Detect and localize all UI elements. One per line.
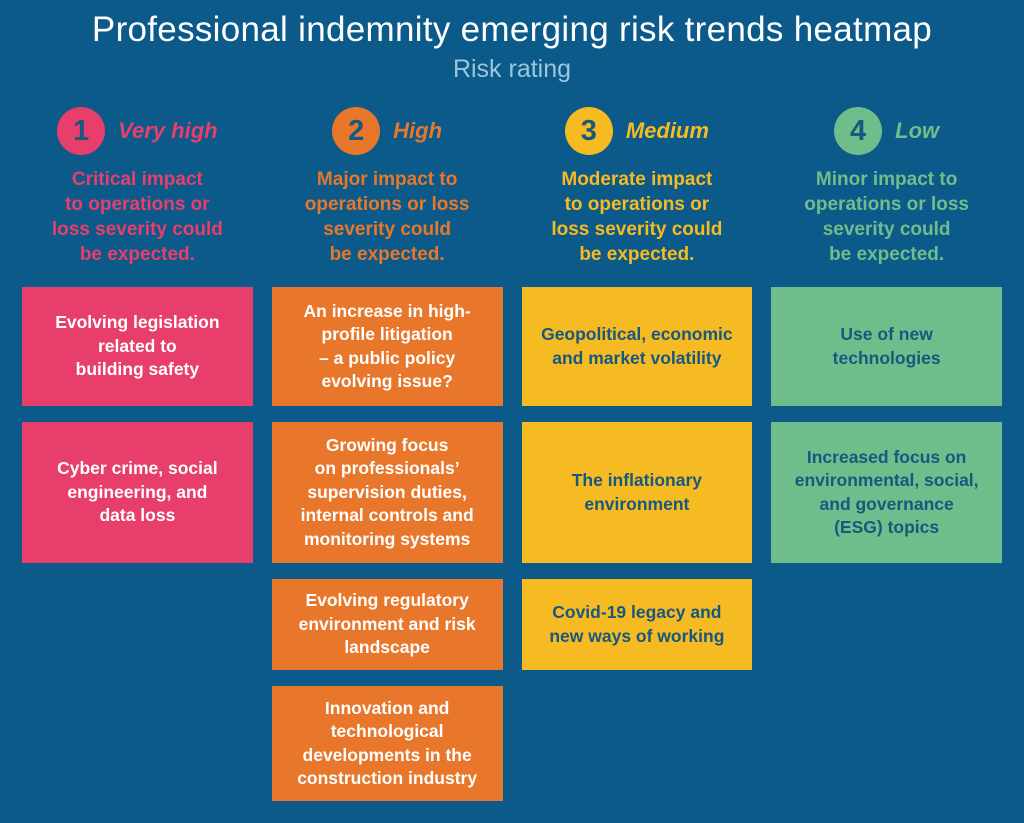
cell-regulatory-environment: Evolving regulatory environment and risk… bbox=[271, 579, 503, 670]
cell-covid-legacy: Covid-19 legacy and new ways of working bbox=[521, 579, 753, 670]
rating-1-badge: 1 bbox=[57, 107, 106, 155]
rating-very-high: 1 Very high Critical impact to operation… bbox=[22, 106, 253, 267]
cell-new-technologies: Use of new technologies bbox=[771, 287, 1002, 406]
rating-1-label: Very high bbox=[118, 118, 218, 143]
rating-2-badge: 2 bbox=[332, 107, 381, 155]
rating-very-high-header: 1 Very high bbox=[22, 106, 253, 156]
rating-3-badge: 3 bbox=[564, 107, 613, 155]
cell-geopolitical-volatility: Geopolitical, economic and market volati… bbox=[521, 287, 753, 406]
risk-rating-legend: 1 Very high Critical impact to operation… bbox=[0, 106, 1024, 267]
page-title: Professional indemnity emerging risk tre… bbox=[91, 10, 933, 49]
rating-2-description: Major impact to operations or loss sever… bbox=[304, 169, 470, 265]
cell-inflationary-environment: The inflationary environment bbox=[521, 422, 753, 563]
rating-4-description: Minor impact to operations or loss sever… bbox=[804, 169, 969, 265]
rating-3-label: Medium bbox=[625, 118, 709, 143]
rating-4-badge: 4 bbox=[834, 107, 883, 155]
rating-2-label: High bbox=[393, 118, 443, 143]
rating-medium: 3 Medium Moderate impact to operations o… bbox=[522, 106, 753, 267]
rating-4-label: Low bbox=[895, 118, 940, 143]
cell-supervision-duties: Growing focus on professionals’ supervis… bbox=[271, 422, 503, 563]
rating-high-header: 2 High bbox=[272, 106, 503, 156]
rating-low: 4 Low Minor impact to operations or loss… bbox=[771, 106, 1002, 267]
rating-medium-header: 3 Medium bbox=[522, 106, 753, 156]
rating-1-description: Critical impact to operations or loss se… bbox=[51, 169, 223, 265]
cell-innovation-construction: Innovation and technological development… bbox=[271, 686, 503, 801]
rating-low-header: 4 Low bbox=[771, 106, 1002, 156]
rating-3-description: Moderate impact to operations or loss se… bbox=[551, 169, 723, 265]
rating-high: 2 High Major impact to operations or los… bbox=[272, 106, 503, 267]
cell-high-profile-litigation: An increase in high- profile litigation … bbox=[271, 287, 503, 406]
heatmap-grid: Evolving legislation related to building… bbox=[0, 287, 1024, 801]
cell-cyber-crime: Cyber crime, social engineering, and dat… bbox=[22, 422, 253, 563]
cell-esg-topics: Increased focus on environmental, social… bbox=[771, 422, 1002, 563]
cell-evolving-legislation: Evolving legislation related to building… bbox=[22, 287, 253, 406]
subtitle-risk-rating: Risk rating bbox=[452, 55, 572, 83]
